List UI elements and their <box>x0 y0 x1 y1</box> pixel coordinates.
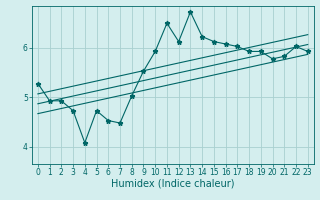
X-axis label: Humidex (Indice chaleur): Humidex (Indice chaleur) <box>111 179 235 189</box>
